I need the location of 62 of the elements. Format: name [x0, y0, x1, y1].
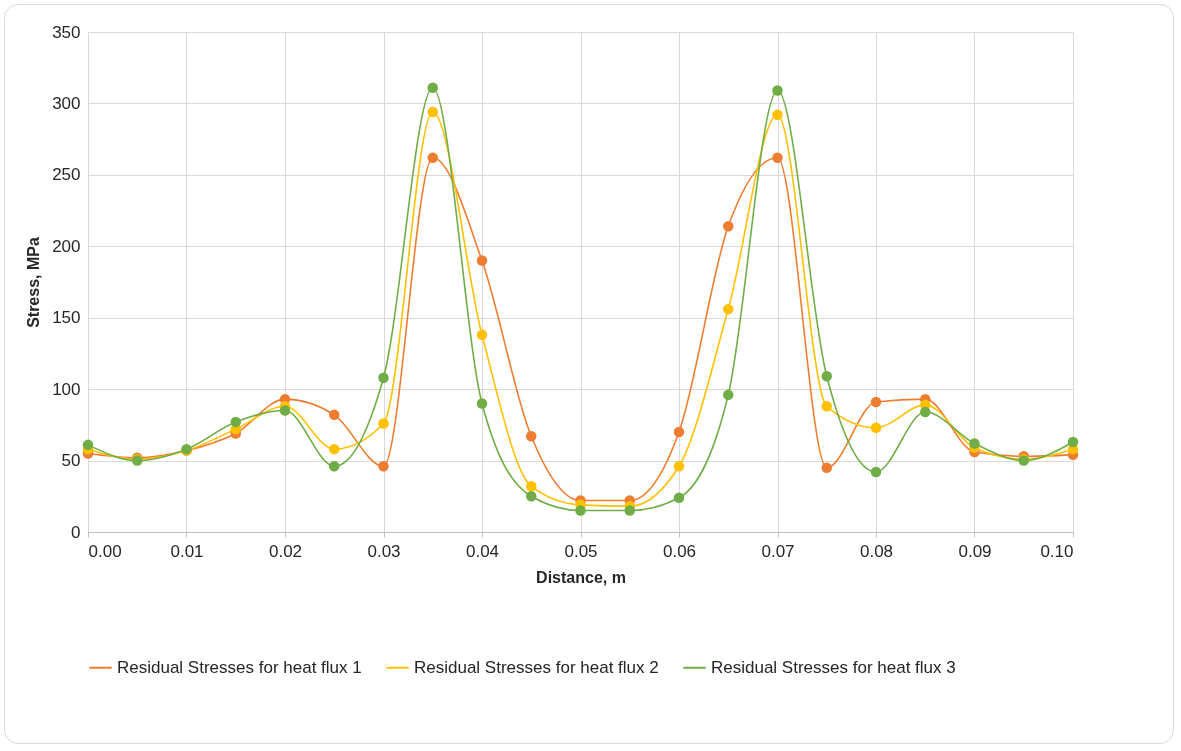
point [673, 461, 685, 472]
x-tick-label: 0.05 [564, 541, 598, 561]
point [821, 462, 832, 473]
point [772, 152, 783, 163]
point [476, 255, 488, 266]
x-tick-label: 0.08 [859, 541, 894, 561]
y-tick-label: 300 [52, 93, 81, 113]
y-axis-title: Stress, MPa [25, 237, 43, 328]
point [772, 109, 783, 121]
x-tick-label: 0.06 [662, 541, 697, 561]
y-tick-label: 0 [71, 522, 81, 542]
x-tick-label: 0.07 [761, 541, 795, 561]
point [230, 416, 241, 428]
y-tick-label: 250 [52, 165, 81, 185]
x-tick-label: 0.00 [88, 541, 122, 561]
point [476, 398, 488, 409]
legend-label: Residual Stresses for heat flux 1 [117, 657, 362, 677]
point [526, 491, 537, 502]
point [427, 106, 438, 118]
x-tick-label: 0.04 [465, 541, 500, 561]
point [526, 431, 537, 442]
point [427, 82, 438, 93]
y-tick-label: 350 [52, 22, 81, 42]
point [870, 466, 882, 478]
point [723, 389, 734, 401]
point [329, 409, 340, 421]
x-tick-label: 0.03 [367, 541, 401, 561]
legend-label: Residual Stresses for heat flux 2 [414, 657, 659, 677]
x-axis-title: Distance, m [536, 568, 626, 586]
legend-label: Residual Stresses for heat flux 3 [711, 657, 956, 677]
point [870, 422, 882, 433]
point [82, 439, 94, 451]
point [526, 481, 537, 492]
y-tick-label: 200 [52, 236, 81, 256]
point [378, 372, 389, 383]
y-tick-label: 100 [52, 379, 81, 399]
x-tick-label: 0.01 [170, 541, 204, 561]
point [821, 401, 832, 412]
point [723, 221, 734, 232]
x-tick-label: 0.09 [958, 541, 992, 561]
point [821, 371, 832, 382]
point [476, 329, 488, 341]
point [772, 85, 783, 96]
point [870, 396, 882, 408]
point [920, 406, 931, 418]
point [279, 405, 291, 416]
y-tick-label: 50 [61, 451, 81, 471]
point [378, 418, 389, 429]
point [673, 492, 685, 503]
point [673, 426, 685, 438]
point [1067, 436, 1079, 448]
point [723, 303, 734, 315]
point [575, 505, 586, 516]
point [624, 505, 635, 516]
y-tick-label: 150 [52, 308, 81, 328]
point [329, 443, 340, 455]
point [969, 438, 980, 449]
point [378, 461, 389, 472]
x-tick-label: 0.02 [268, 541, 303, 561]
point [329, 461, 340, 472]
point [427, 152, 438, 163]
x-tick-label: 0.10 [1040, 541, 1074, 561]
